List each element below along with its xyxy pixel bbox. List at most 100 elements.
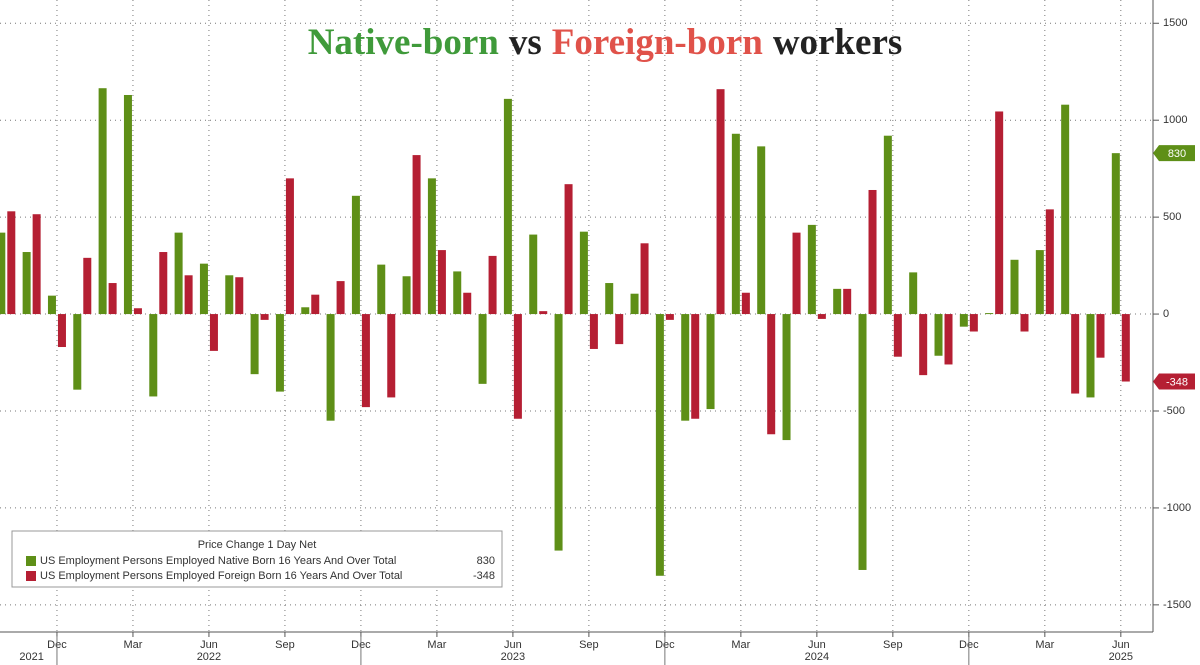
- bar: [513, 314, 522, 419]
- bar: [741, 292, 750, 315]
- legend-swatch: [26, 556, 36, 566]
- bar: [757, 146, 766, 315]
- bar: [7, 211, 16, 315]
- year-label: 2023: [501, 651, 525, 663]
- bar: [453, 271, 462, 315]
- x-tick-label: Jun: [808, 639, 826, 651]
- bar: [98, 88, 107, 315]
- bar: [665, 314, 674, 320]
- bar: [235, 277, 244, 315]
- bars: [0, 88, 1130, 576]
- bar: [1121, 314, 1130, 382]
- bar: [909, 272, 918, 315]
- bar: [361, 314, 370, 408]
- y-tick-label: -500: [1163, 405, 1185, 417]
- bar: [387, 314, 396, 398]
- last-value-label: 830: [1168, 148, 1186, 160]
- bar: [437, 250, 446, 315]
- legend-value: -348: [473, 570, 495, 582]
- bar: [463, 292, 472, 315]
- bar: [260, 314, 269, 320]
- bar: [605, 283, 614, 315]
- bar: [351, 195, 360, 315]
- bar: [412, 155, 421, 315]
- title-part: Foreign-born: [552, 22, 763, 63]
- bar: [1096, 314, 1105, 358]
- bar: [0, 232, 6, 315]
- bar: [377, 264, 386, 315]
- bar: [427, 178, 436, 315]
- x-tick-label: Sep: [883, 639, 903, 651]
- bar: [681, 314, 690, 421]
- bar: [706, 314, 715, 410]
- bar: [691, 314, 700, 419]
- x-tick-label: Mar: [123, 639, 142, 651]
- bar: [731, 133, 740, 315]
- bar: [529, 234, 538, 315]
- bar: [564, 184, 573, 315]
- last-value-box: [1153, 145, 1195, 162]
- y-tick-label: 0: [1163, 308, 1169, 320]
- y-tick-label: -1500: [1163, 599, 1191, 611]
- bar: [503, 98, 512, 315]
- title-part: workers: [773, 22, 902, 63]
- bar: [1035, 250, 1044, 315]
- bar: [858, 314, 867, 570]
- bar: [868, 189, 877, 315]
- y-tick-label: 1000: [1163, 114, 1187, 126]
- bar: [402, 276, 411, 315]
- bar: [817, 314, 826, 319]
- x-tick-label: Jun: [504, 639, 522, 651]
- bar: [326, 314, 335, 421]
- year-label: 2025: [1109, 651, 1133, 663]
- bar: [174, 232, 183, 315]
- bar: [767, 314, 776, 435]
- last-value-label: -348: [1166, 376, 1188, 388]
- bar: [893, 314, 902, 357]
- x-tick-label: Jun: [1112, 639, 1130, 651]
- bar: [934, 314, 943, 356]
- bar: [184, 275, 193, 315]
- bar: [944, 314, 953, 365]
- x-tick-label: Jun: [200, 639, 218, 651]
- bar: [123, 94, 132, 315]
- bar: [807, 224, 816, 315]
- bar: [589, 314, 598, 349]
- bar: [301, 307, 310, 315]
- bar: [478, 314, 487, 384]
- year-label: 2021: [19, 651, 43, 663]
- chart-title: Native-born vs Foreign-born workers: [308, 22, 903, 63]
- legend-swatch: [26, 571, 36, 581]
- x-tick-label: Sep: [579, 639, 599, 651]
- bar: [615, 314, 624, 345]
- bar: [57, 314, 66, 348]
- bar: [73, 314, 82, 390]
- bar: [285, 178, 294, 315]
- bar: [782, 314, 791, 441]
- bar: [1086, 314, 1095, 398]
- bar: [969, 314, 978, 332]
- bar: [159, 252, 168, 315]
- bar: [655, 314, 664, 576]
- bar: [488, 255, 497, 315]
- last-value-box: [1153, 373, 1195, 390]
- bar: [843, 288, 852, 315]
- bar: [32, 214, 41, 315]
- bar: [275, 314, 284, 392]
- title-part: vs: [509, 22, 542, 63]
- bar: [1061, 104, 1070, 315]
- bar: [311, 294, 320, 315]
- bar: [554, 314, 563, 551]
- bar: [959, 314, 968, 327]
- grid: [0, 0, 1153, 632]
- bar: [883, 135, 892, 315]
- legend-value: 830: [477, 555, 495, 567]
- bar: [1071, 314, 1080, 394]
- year-label: 2024: [805, 651, 829, 663]
- bar: [250, 314, 259, 375]
- bar: [1020, 314, 1029, 332]
- bar: [1111, 153, 1120, 315]
- bar: [225, 275, 234, 315]
- bar: [919, 314, 928, 376]
